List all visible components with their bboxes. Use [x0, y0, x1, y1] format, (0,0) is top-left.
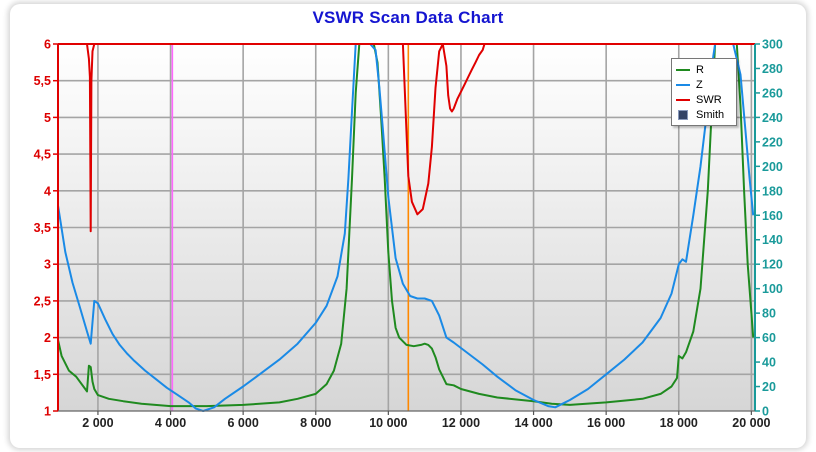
right-tick-label-14: 280: [762, 62, 783, 76]
right-tick-label-8: 160: [762, 209, 783, 223]
right-tick-label-13: 260: [762, 86, 783, 100]
legend-swatch-r: [676, 68, 690, 71]
series-line-swr: [58, 43, 755, 233]
right-tick-label-0: 0: [762, 405, 769, 419]
x-tick-label-0: 2 000: [82, 416, 113, 430]
right-tick-label-9: 180: [762, 184, 783, 198]
left-tick-label-3: 2,5: [34, 294, 51, 308]
x-tick-label-2: 6 000: [228, 416, 259, 430]
legend-item-r[interactable]: R: [676, 62, 704, 77]
left-tick-label-9: 5,5: [34, 74, 51, 88]
legend-item-z[interactable]: Z: [676, 77, 703, 92]
legend-label-z: Z: [696, 78, 703, 91]
legend-item-swr[interactable]: SWR: [676, 92, 722, 107]
left-tick-label-4: 3: [44, 258, 51, 272]
right-tick-label-5: 100: [762, 282, 783, 296]
right-tick-label-6: 120: [762, 258, 783, 272]
left-tick-label-5: 3,5: [34, 221, 51, 235]
x-tick-label-4: 10 000: [369, 416, 407, 430]
legend-item-smith[interactable]: Smith: [676, 107, 724, 122]
x-tick-label-8: 18 000: [660, 416, 698, 430]
legend-label-smith: Smith: [696, 108, 725, 121]
left-tick-label-0: 1: [44, 405, 51, 419]
x-tick-label-3: 8 000: [300, 416, 331, 430]
right-tick-label-12: 240: [762, 111, 783, 125]
x-tick-label-1: 4 000: [155, 416, 186, 430]
left-tick-label-8: 5: [44, 111, 51, 125]
right-tick-label-1: 20: [762, 380, 776, 394]
right-tick-label-7: 140: [762, 233, 783, 247]
right-tick-label-2: 40: [762, 356, 776, 370]
legend-swatch-smith: [678, 109, 688, 120]
series-line-z: [57, 43, 755, 412]
legend-swatch-swr: [676, 98, 690, 101]
x-tick-label-9: 20 000: [732, 416, 770, 430]
left-tick-label-10: 6: [44, 38, 51, 52]
legend-label-r: R: [696, 63, 704, 76]
right-tick-label-11: 220: [762, 135, 783, 149]
x-tick-label-5: 12 000: [442, 416, 480, 430]
right-tick-label-15: 300: [762, 38, 783, 52]
legend-swatch-z: [676, 83, 690, 86]
x-tick-label-7: 16 000: [587, 416, 625, 430]
right-tick-label-3: 60: [762, 331, 776, 345]
chart-title: VSWR Scan Data Chart: [312, 8, 504, 27]
series-line-r: [57, 43, 755, 408]
left-tick-label-1: 1,5: [34, 368, 51, 382]
left-tick-label-6: 4: [44, 184, 51, 198]
legend-label-swr: SWR: [696, 93, 722, 106]
right-tick-label-10: 200: [762, 160, 783, 174]
right-tick-label-4: 80: [762, 307, 776, 321]
left-tick-label-7: 4,5: [34, 148, 51, 162]
left-tick-label-2: 2: [44, 331, 51, 345]
x-tick-label-6: 14 000: [514, 416, 552, 430]
legend: R Z SWR Smith: [671, 58, 737, 126]
